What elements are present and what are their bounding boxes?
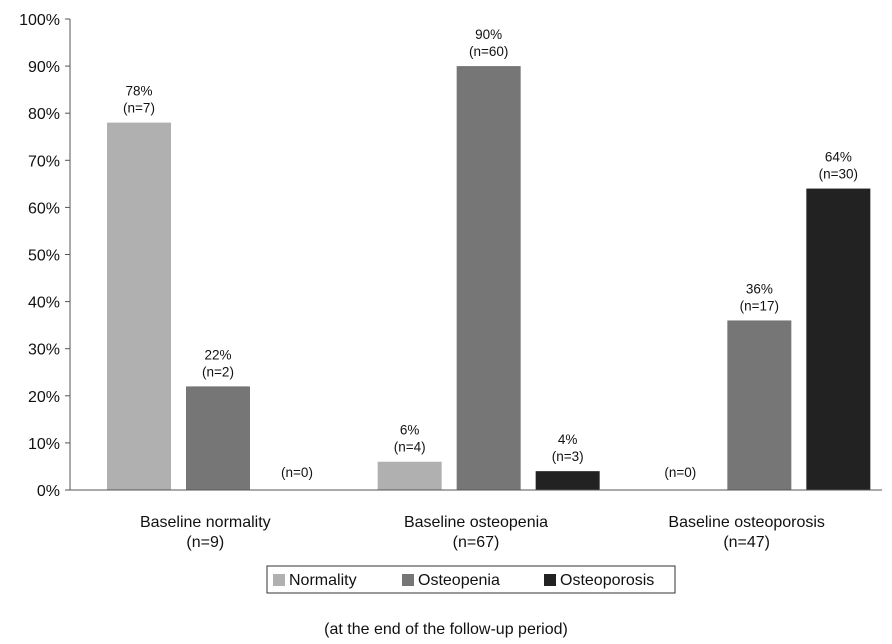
x-category-sublabel: (n=67) [453,534,500,551]
y-tick-label: 20% [28,389,60,406]
y-tick-label: 80% [28,106,60,123]
bar [535,471,600,490]
data-label-count: (n=2) [202,364,234,379]
legend-box [266,565,676,594]
data-label-percent: 36% [746,281,773,296]
legend: Normality Osteopenia Osteoporosis [266,565,676,594]
data-label-count: (n=0) [664,465,696,480]
bar [186,386,250,490]
x-category-label: Baseline osteoporosis [668,514,825,531]
bars [107,66,871,491]
data-label-count: (n=3) [552,449,584,464]
y-tick-label: 90% [28,59,60,76]
legend-swatch [402,574,414,586]
x-axis: Baseline normality (n=9) Baseline osteopen… [70,489,882,551]
data-label-count: (n=30) [819,167,858,182]
bar [806,188,871,490]
data-label-count: (n=0) [281,465,313,480]
y-tick-label: 0% [37,483,60,500]
data-label-percent: 90% [475,27,502,42]
y-tick-label: 10% [28,436,60,453]
x-category-sublabel: (n=47) [723,534,770,551]
data-label-percent: 4% [558,432,578,447]
data-label-count: (n=17) [740,298,779,313]
data-label-count: (n=4) [394,440,426,455]
bar [727,320,792,490]
legend-label: Osteoporosis [560,572,654,589]
legend-swatch [544,574,556,586]
value-labels: 78% (n=7) 22% (n=2) (n=0) 6% (n=4) 90% (n=60) 4% (… [123,27,858,480]
data-label-count: (n=60) [469,44,508,59]
data-label-percent: 64% [825,150,852,165]
legend-label: Osteopenia [418,572,500,589]
data-label-count: (n=7) [123,101,155,116]
bar [377,461,442,490]
y-tick-label: 100% [19,12,60,29]
y-tick-label: 60% [28,200,60,217]
y-tick-label: 70% [28,153,60,170]
legend-swatch [273,574,285,586]
x-category-label: Baseline normality [140,514,271,531]
data-label-percent: 6% [400,423,420,438]
bar [456,66,521,490]
data-label-percent: 78% [125,84,152,99]
y-tick-label: 50% [28,248,60,265]
y-tick-label: 30% [28,342,60,359]
x-category-sublabel: (n=9) [186,534,224,551]
x-category-label: Baseline osteopenia [404,514,548,531]
y-tick-label: 40% [28,295,60,312]
bar [107,122,171,491]
chart-footnote: (at the end of the follow-up period) [324,621,568,638]
y-axis: 0% 10% 20% 30% 40% 50% 60% 70% 80% 90% 100% [19,12,71,500]
legend-label: Normality [289,572,357,589]
data-label-percent: 22% [204,347,231,362]
